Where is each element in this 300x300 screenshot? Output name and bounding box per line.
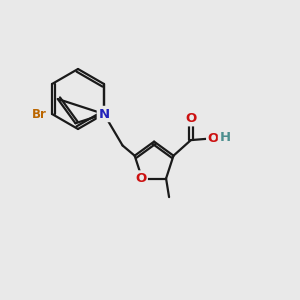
Text: H: H — [220, 131, 231, 145]
Text: O: O — [135, 172, 146, 185]
Text: Br: Br — [32, 107, 47, 121]
Text: N: N — [98, 107, 110, 121]
Text: O: O — [208, 132, 219, 145]
Text: O: O — [185, 112, 197, 125]
